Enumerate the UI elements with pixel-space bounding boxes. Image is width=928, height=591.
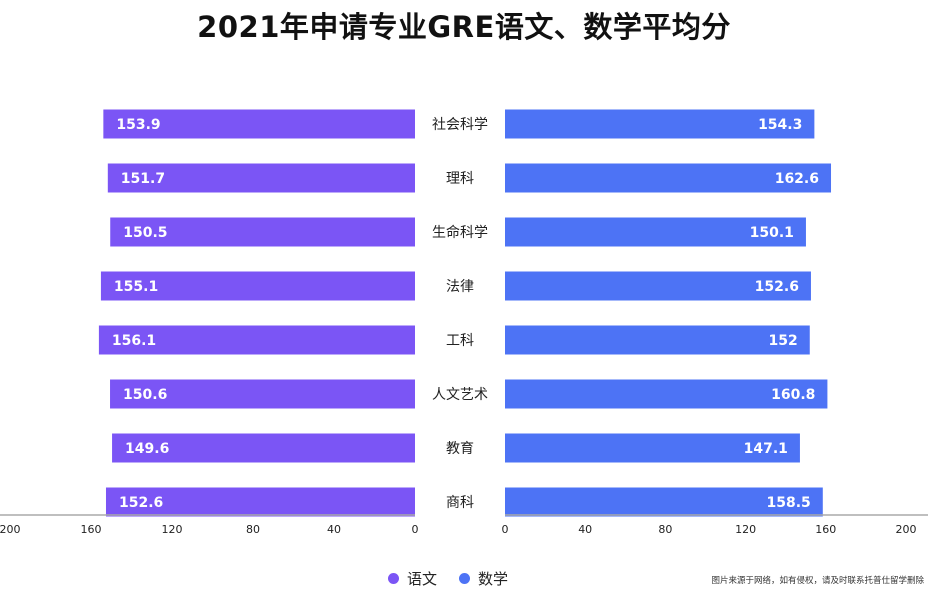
bar-quant-1 [505,163,832,193]
bar-verbal-6 [112,433,415,463]
left-tick-label-4: 40 [327,523,341,536]
value-label-verbal-4: 156.1 [112,333,156,349]
value-label-verbal-3: 155.1 [114,279,158,295]
value-label-verbal-7: 152.6 [119,495,163,511]
bar-verbal-7 [105,487,416,517]
axes-group: 200 160 120 80 40 0 0 40 80 120 160 200 [0,514,928,536]
legend-dot-verbal-icon [388,573,399,584]
bar-verbal-4 [98,325,416,355]
left-tick-label-2: 120 [162,523,183,536]
legend-item-quant: 数学 [459,568,508,589]
legend-label-quant: 数学 [478,570,509,588]
left-tick-label-1: 160 [81,523,102,536]
source-note: 图片来源于网络，如有侵权，请及时联系托普仕留学删除 [711,576,924,586]
quant-bars-group: 154.3 162.6 150.1 152.6 152 160.8 147.1 158.5 [505,109,832,517]
value-label-quant-4: 152 [769,333,798,349]
category-label-1: 理科 [446,171,474,187]
right-tick-label-3: 120 [735,523,756,536]
bar-quant-4 [505,325,810,355]
right-tick-label-1: 40 [578,523,592,536]
bar-verbal-5 [110,379,415,409]
verbal-bars-group: 153.9 151.7 150.5 155.1 156.1 150.6 149.6 152.6 [98,109,416,517]
value-label-verbal-1: 151.7 [121,171,165,187]
legend-dot-quant-icon [459,573,471,584]
value-label-quant-2: 150.1 [750,225,794,241]
value-label-quant-0: 154.3 [758,117,802,133]
bar-verbal-1 [107,163,416,193]
category-label-0: 社会科学 [432,117,488,133]
value-label-verbal-6: 149.6 [125,441,169,457]
bar-quant-0 [505,109,815,139]
value-label-verbal-5: 150.6 [123,387,167,403]
bar-quant-5 [505,379,828,409]
value-label-verbal-0: 153.9 [116,117,160,133]
left-tick-label-3: 80 [246,523,260,536]
category-label-6: 教育 [446,441,474,457]
bar-quant-6 [505,433,800,463]
bar-verbal-3 [100,271,416,301]
legend-item-verbal: 语文 [388,568,437,589]
legend-label-verbal: 语文 [407,570,438,588]
value-label-verbal-2: 150.5 [123,225,167,241]
right-tick-label-0: 0 [502,523,509,536]
value-label-quant-3: 152.6 [755,279,799,295]
value-label-quant-7: 158.5 [766,495,810,511]
legend: 语文 数学 [388,568,508,589]
bar-quant-3 [505,271,811,301]
category-label-7: 商科 [446,495,474,511]
bar-quant-2 [505,217,806,247]
butterfly-bar-chart: 153.9 151.7 150.5 155.1 156.1 150.6 149.6 152.6… [0,109,928,536]
category-label-3: 法律 [446,279,474,295]
left-tick-label-0: 200 [0,523,21,536]
value-label-quant-5: 160.8 [771,387,815,403]
category-label-4: 工科 [446,333,474,349]
bar-verbal-2 [110,217,416,247]
bar-verbal-0 [103,109,415,139]
value-label-quant-1: 162.6 [775,171,819,187]
bar-quant-7 [505,487,823,517]
value-label-quant-6: 147.1 [744,441,788,457]
right-tick-label-4: 160 [815,523,836,536]
left-tick-label-5: 0 [412,523,419,536]
chart-title: 2021年申请专业GRE语文、数学平均分 [197,10,731,44]
right-tick-label-2: 80 [658,523,672,536]
right-tick-label-5: 200 [896,523,917,536]
category-label-2: 生命科学 [432,224,488,241]
category-label-5: 人文艺术 [432,387,488,403]
